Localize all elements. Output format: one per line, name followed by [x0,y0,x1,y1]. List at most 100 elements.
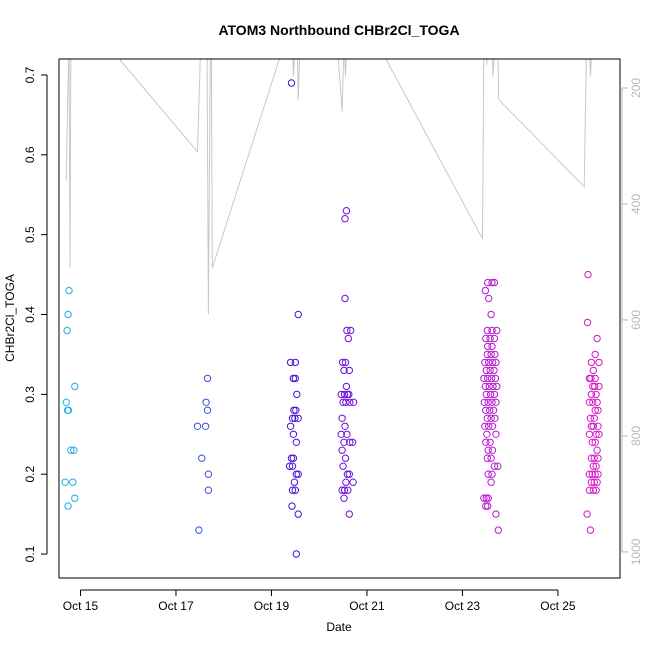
data-point [488,326,496,335]
chart-title: ATOM3 Northbound CHBr2Cl_TOGA [218,22,459,38]
data-point [193,422,202,430]
data-point [291,358,299,367]
data-point [490,334,499,343]
data-point [291,414,299,422]
data-point [291,486,299,494]
data-point [347,326,355,335]
y-tick-label: 0.1 [23,545,37,562]
data-point [63,326,71,335]
data-point [294,414,302,422]
data-point [590,414,598,422]
data-point [202,398,210,406]
data-point [341,215,349,223]
data-point [62,398,70,406]
x-tick-label: Oct 21 [349,599,385,613]
data-point [486,390,495,399]
data-point [591,374,599,383]
data-point [485,294,493,303]
data-point [488,342,496,351]
data-point [484,502,492,510]
data-point [594,422,602,430]
data-point [490,366,498,375]
data-point [71,494,79,502]
data-point [583,510,591,518]
data-point [589,422,597,430]
data-point [286,422,295,430]
data-point [292,406,300,414]
data-point [346,438,354,446]
data-point [593,446,601,454]
data-point [343,326,351,335]
data-point [491,414,499,422]
data-point [483,430,491,438]
x-tick-label: Oct 23 [445,599,481,613]
data-point [492,430,500,438]
data-point [61,478,69,486]
data-point [289,374,298,383]
data-point [594,406,602,414]
x-tick-label: Oct 25 [540,599,576,613]
data-point [592,486,600,494]
data-point [201,422,210,430]
data-point [487,374,496,383]
data-point [595,382,603,391]
data-point [491,374,500,383]
data-point [589,462,597,470]
data-point [288,462,297,470]
data-point [488,446,497,454]
data-point [483,350,491,359]
data-point [65,286,73,295]
data-point [587,374,595,383]
data-point [342,398,350,406]
data-point [289,430,298,438]
data-point [195,526,203,534]
data-point [340,486,349,494]
pressure-trace-line [65,59,592,315]
plot-area: Oct 15 Oct 17 Oct 19 Oct 21 Oct 23 Oct 25 0.1 0… [23,58,643,613]
data-point [204,470,213,478]
data-point [340,390,349,399]
data-point [337,430,345,438]
data-point [345,390,353,399]
data-point [483,414,491,422]
data-point [593,398,601,406]
data-point [289,454,298,462]
data-point [293,390,301,399]
data-point [591,406,599,414]
data-point [344,486,352,494]
data-point [486,438,494,446]
data-point [481,358,489,367]
data-point [590,478,598,486]
data-point [340,438,348,446]
data-point [287,79,296,87]
data-point [480,374,488,383]
data-point [349,398,358,406]
data-point [592,390,600,399]
y-tick-label: 0.4 [23,306,37,323]
data-point [64,310,72,319]
data-point [494,526,502,534]
data-point [481,286,490,295]
data-point [486,406,494,414]
data-point [490,390,499,399]
data-point [294,510,302,518]
y2-tick-label: 400 [629,194,643,214]
data-point [342,207,351,215]
data-point [341,294,349,303]
data-point [487,414,495,422]
data-point [484,494,492,502]
data-point [69,478,77,486]
data-point [482,438,490,446]
data-point [338,414,346,422]
data-point [592,462,600,470]
data-point [481,382,490,391]
data-point [292,438,300,446]
data-point [486,366,494,375]
x-tick-label: Oct 17 [158,599,194,613]
data-point [342,382,351,391]
data-point [591,470,599,478]
data-point [587,478,596,486]
data-point [288,502,296,510]
data-point [485,358,493,367]
data-point [480,494,488,502]
